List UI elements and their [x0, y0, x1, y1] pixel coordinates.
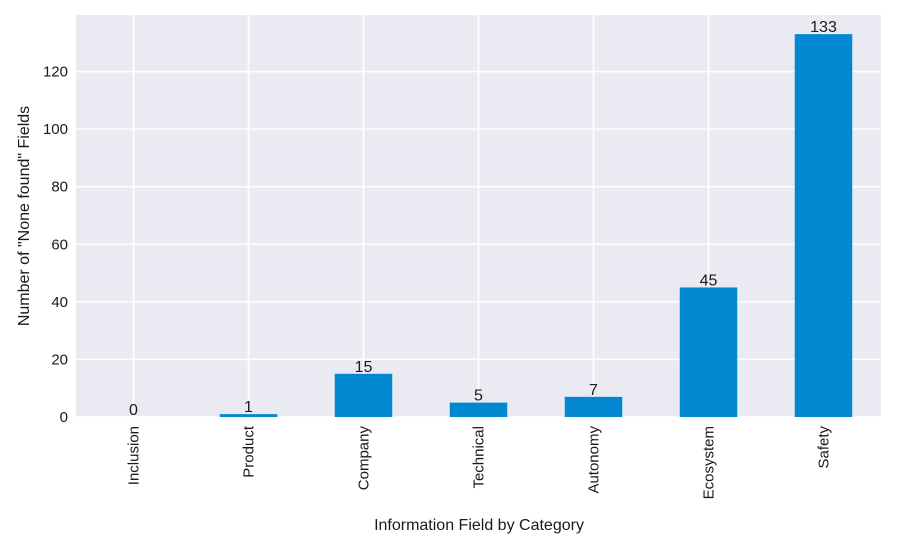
x-tick-label: Company [356, 426, 373, 491]
y-axis-title: Number of "None found" Fields [16, 106, 33, 326]
bar-value-label: 1 [244, 399, 253, 416]
x-tick-label: Product [241, 425, 258, 478]
x-tick-label: Technical [471, 426, 488, 489]
bar [449, 402, 508, 417]
y-axis-ticks: 0 20 40 60 80 100 120 [43, 64, 68, 426]
bar [219, 414, 278, 417]
y-tick-label: 0 [60, 409, 68, 426]
bar-value-label: 0 [129, 402, 138, 419]
bar [334, 373, 393, 417]
y-tick-label: 80 [51, 179, 68, 196]
bar-value-label: 45 [700, 272, 718, 289]
x-tick-label: Ecosystem [701, 426, 718, 499]
y-tick-label: 100 [43, 121, 68, 138]
bar [794, 34, 853, 418]
bar-value-label: 133 [810, 19, 837, 36]
y-tick-label: 60 [51, 236, 68, 253]
bar [564, 396, 623, 417]
x-tick-label: Autonomy [586, 426, 603, 494]
x-tick-label: Safety [816, 426, 833, 469]
bar [679, 287, 738, 417]
bar-value-label: 15 [355, 359, 373, 376]
y-tick-label: 40 [51, 294, 68, 311]
bar-value-label: 5 [474, 388, 483, 405]
x-axis-ticks: Inclusion Product Company Technical Autonomy… [126, 425, 833, 499]
x-axis-title: Information Field by Category [374, 517, 584, 534]
bar-value-label: 7 [589, 382, 598, 399]
y-tick-label: 120 [43, 64, 68, 81]
y-tick-label: 20 [51, 351, 68, 368]
value-labels: 0 1 15 5 7 45 133 [129, 19, 837, 419]
x-tick-label: Inclusion [126, 426, 143, 485]
bars [219, 34, 853, 418]
grid-lines [76, 15, 881, 418]
